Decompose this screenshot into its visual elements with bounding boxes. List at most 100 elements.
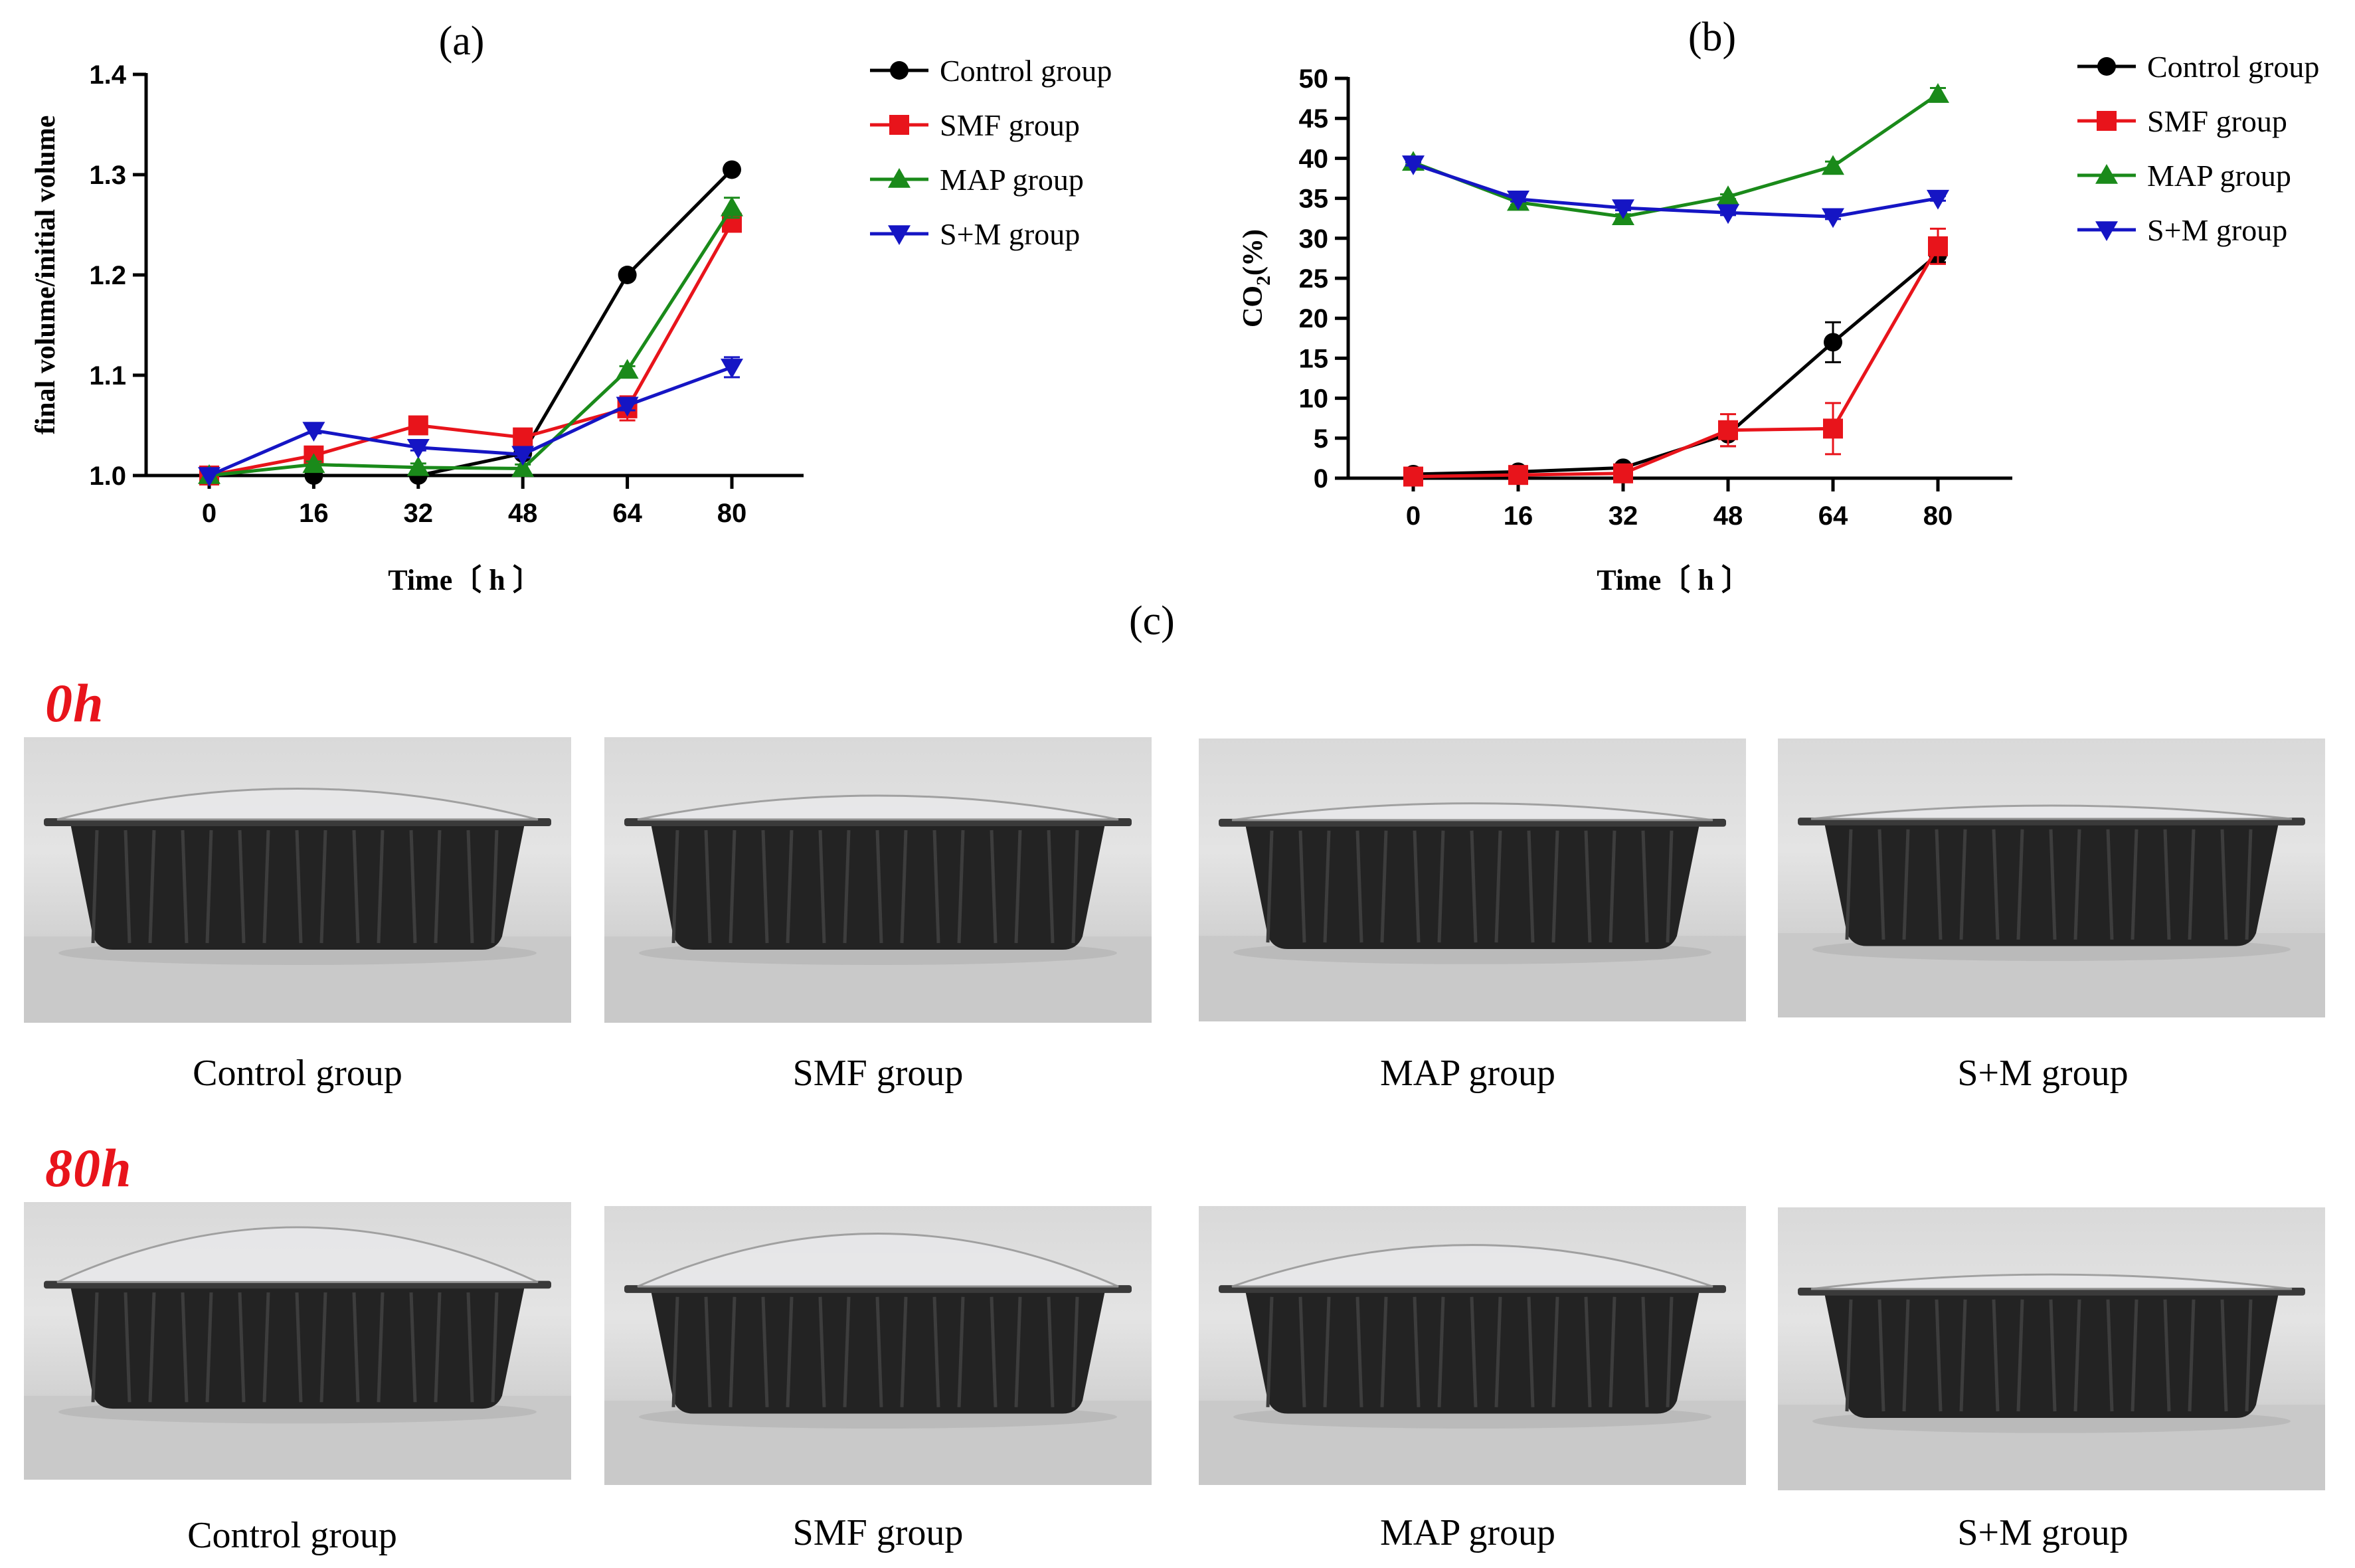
data-point bbox=[1823, 418, 1843, 439]
legend-entry: SMF group bbox=[870, 108, 1080, 142]
tray-illustration bbox=[604, 1233, 1152, 1485]
photo-80h-control bbox=[24, 1202, 571, 1480]
legend-marker bbox=[2095, 164, 2118, 184]
legend-marker bbox=[889, 115, 909, 135]
x-tick-label: 0 bbox=[202, 499, 217, 528]
y-tick-label: 40 bbox=[1299, 144, 1329, 173]
data-point bbox=[513, 427, 533, 448]
data-point bbox=[1403, 466, 1423, 487]
y-tick-label: 25 bbox=[1299, 264, 1329, 294]
legend-entry: Control group bbox=[2077, 50, 2319, 84]
data-point bbox=[1612, 199, 1634, 220]
x-tick-label: 48 bbox=[1713, 501, 1743, 531]
y-tick-label: 1.1 bbox=[89, 361, 126, 391]
data-point bbox=[616, 359, 639, 379]
legend-label: SMF group bbox=[940, 108, 1080, 142]
caption-80h-map: MAP group bbox=[1380, 1512, 1555, 1553]
series-line bbox=[1413, 252, 1939, 476]
legend-entry: Control group bbox=[870, 54, 1112, 88]
panel-c-title: (c) bbox=[1129, 598, 1175, 644]
data-point bbox=[721, 359, 743, 379]
caption-0h-control: Control group bbox=[193, 1053, 402, 1094]
y-tick-label: 5 bbox=[1314, 424, 1328, 454]
data-point bbox=[1402, 155, 1425, 175]
y-tick-label: 45 bbox=[1299, 104, 1329, 133]
x-tick-label: 32 bbox=[1609, 501, 1638, 531]
legend-marker bbox=[888, 225, 911, 245]
y-tick-label: 20 bbox=[1299, 304, 1329, 333]
legend-label: MAP group bbox=[2147, 159, 2291, 193]
series-line bbox=[1413, 93, 1939, 218]
legend-entry: SMF group bbox=[2077, 104, 2287, 138]
data-point bbox=[723, 160, 741, 179]
legend-label: SMF group bbox=[2147, 104, 2287, 138]
series-map-group bbox=[198, 196, 743, 484]
caption-80h-control: Control group bbox=[187, 1515, 397, 1556]
x-tick-label: 64 bbox=[612, 499, 642, 528]
y-tick-label: 1.0 bbox=[89, 462, 126, 491]
x-tick-label: 64 bbox=[1818, 501, 1848, 531]
data-point bbox=[1718, 420, 1738, 440]
caption-0h-map: MAP group bbox=[1380, 1053, 1555, 1094]
photo-0h-control bbox=[24, 737, 571, 1023]
data-point bbox=[721, 196, 743, 217]
y-tick-label: 35 bbox=[1299, 185, 1329, 214]
series-line bbox=[209, 365, 733, 478]
x-tick-label: 48 bbox=[508, 499, 538, 528]
photo-0h-smf bbox=[604, 737, 1152, 1023]
x-tick-label: 0 bbox=[1406, 501, 1421, 531]
y-tick-label: 0 bbox=[1314, 464, 1328, 493]
data-point bbox=[408, 415, 428, 436]
series-line bbox=[209, 207, 734, 478]
y-tick-label: 10 bbox=[1299, 385, 1329, 414]
data-point bbox=[1508, 465, 1528, 485]
legend-marker bbox=[890, 61, 909, 80]
legend-label: S+M group bbox=[940, 217, 1080, 251]
data-point bbox=[1613, 463, 1633, 483]
chart-b: (b) 0 5 10 15 20 25 30 35 40 45 50 0 16 32 48 64 80 Time〔 … bbox=[1238, 15, 2319, 596]
series-control-group bbox=[1404, 244, 1947, 483]
legend-entry: MAP group bbox=[870, 163, 1084, 197]
photo-80h-sm bbox=[1778, 1207, 2325, 1490]
data-point bbox=[1507, 191, 1529, 211]
photo-0h-sm bbox=[1778, 739, 2325, 1017]
caption-80h-smf: SMF group bbox=[792, 1512, 964, 1553]
row-80h-label: 80h bbox=[45, 1138, 132, 1198]
photo-80h-map bbox=[1199, 1206, 1746, 1485]
data-point bbox=[511, 446, 535, 466]
data-point bbox=[1927, 83, 1949, 103]
y-tick-label: 50 bbox=[1299, 64, 1329, 94]
data-point bbox=[198, 467, 220, 487]
tray-illustration bbox=[1199, 802, 1746, 1021]
x-axis-label: Time〔 h 〕 bbox=[1597, 564, 1750, 596]
x-tick-label: 16 bbox=[1504, 501, 1533, 531]
caption-0h-smf: SMF group bbox=[792, 1053, 964, 1094]
data-point bbox=[1717, 185, 1739, 205]
tray-illustration bbox=[1778, 1273, 2325, 1490]
chart-a: (a) 1.0 1.1 1.2 1.3 1.4 0 16 32 48 64 80 Time〔 h 〕 fi… bbox=[31, 19, 1112, 596]
data-point bbox=[618, 266, 637, 284]
data-point bbox=[1822, 155, 1844, 175]
data-point bbox=[1928, 236, 1948, 256]
series-s-m-group bbox=[1402, 155, 1949, 228]
legend-marker bbox=[2097, 111, 2117, 131]
x-tick-label: 32 bbox=[404, 499, 434, 528]
data-point bbox=[406, 456, 430, 476]
y-tick-label: 15 bbox=[1299, 344, 1329, 373]
legend-label: MAP group bbox=[940, 163, 1084, 197]
series-line bbox=[1413, 245, 1940, 479]
tray-illustration bbox=[24, 788, 571, 1023]
series-smf-group bbox=[1403, 227, 1948, 487]
legend-entry: S+M group bbox=[870, 217, 1080, 251]
series-line bbox=[209, 168, 733, 478]
legend-marker bbox=[2095, 221, 2118, 241]
charts-area: (a) 1.0 1.1 1.2 1.3 1.4 0 16 32 48 64 80 Time〔 h 〕 fi… bbox=[31, 15, 2319, 596]
y-tick-label: 1.2 bbox=[89, 261, 126, 290]
caption-0h-sm: S+M group bbox=[1957, 1053, 2129, 1094]
photo-80h-smf bbox=[604, 1206, 1152, 1485]
data-point bbox=[1717, 204, 1739, 224]
data-point bbox=[1822, 208, 1844, 228]
data-point bbox=[406, 438, 430, 459]
y-tick-label: 1.3 bbox=[89, 161, 126, 190]
chart-a-title: (a) bbox=[439, 19, 485, 64]
